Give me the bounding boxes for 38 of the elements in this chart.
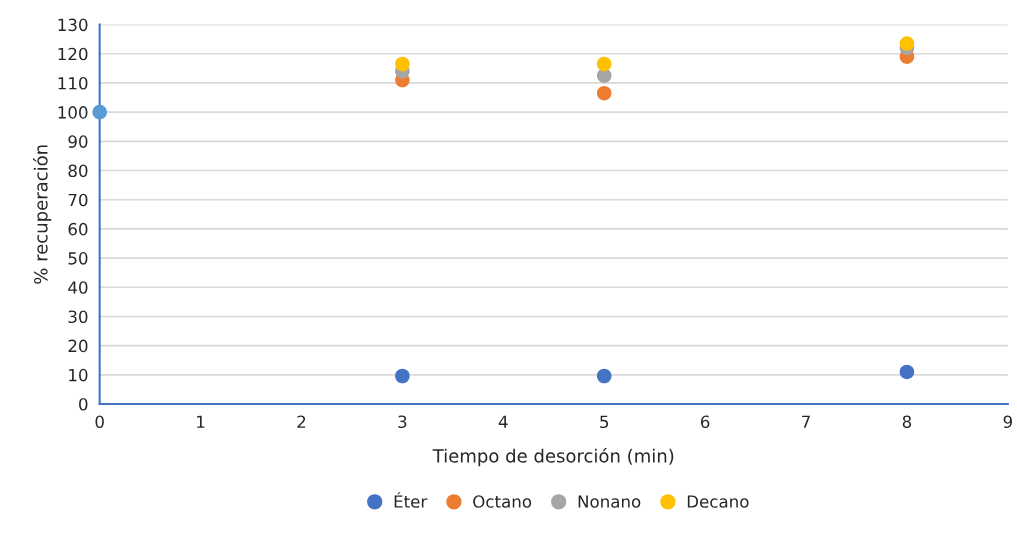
point [899,364,915,380]
x-tick-label: 5 [600,415,609,429]
x-tick-label: 6 [700,415,710,429]
legend-label: Decano [687,495,749,508]
point [395,56,410,72]
y-tick-label: 90 [68,135,88,148]
x-tick-label: 3 [398,415,407,429]
x-tick-label: 0 [95,415,104,429]
y-axis-title: % recuperación [32,145,52,284]
point [596,56,612,72]
x-tick-label: 8 [902,415,912,429]
y-tick-label: 130 [58,18,88,32]
point [899,36,915,51]
y-tick-label: 40 [68,281,88,294]
y-tick-label: 80 [68,164,88,178]
point [92,104,107,120]
y-tick-label: 120 [58,47,88,61]
x-tick-label: 7 [802,415,810,428]
y-tick-label: 0 [79,398,88,411]
point [596,85,612,101]
y-tick-label: 100 [58,106,88,119]
legend-label: Éter [394,492,428,508]
legend-label: Nonano [578,495,641,508]
legend-label: Octano [473,495,532,508]
y-tick-label: 110 [58,76,88,90]
y-tick-label: 20 [68,339,88,353]
x-tick-label: 1 [197,415,205,428]
point [596,368,612,384]
y-tick-label: 70 [68,193,88,207]
point [395,368,410,384]
x-tick-label: 9 [1003,415,1012,429]
x-tick-label: 4 [498,415,508,428]
x-tick-label: 2 [297,415,306,428]
y-tick-label: 50 [68,252,88,265]
y-tick-label: 30 [68,310,88,324]
x-axis-title: Tiempo de desorción (min) [432,447,674,467]
y-tick-label: 10 [69,368,88,382]
y-tick-label: 60 [68,222,88,236]
